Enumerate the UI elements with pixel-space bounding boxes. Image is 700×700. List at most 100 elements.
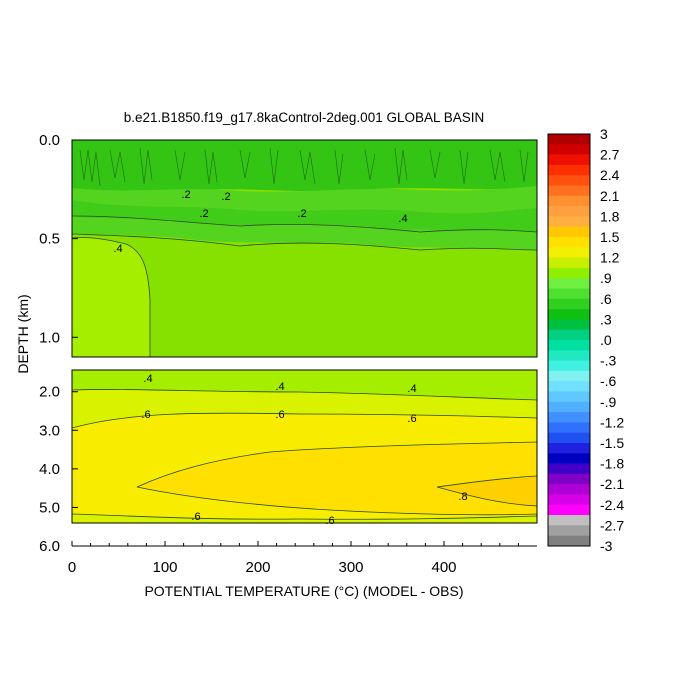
contour-label: .2: [199, 208, 208, 220]
colorbar-swatch: [548, 535, 590, 547]
colorbar-swatch: [548, 185, 590, 197]
colorbar-swatch: [548, 226, 590, 238]
y-tick-label: 5.0: [39, 499, 60, 516]
colorbar-swatch: [548, 340, 590, 351]
colorbar-label: 2.7: [600, 147, 620, 163]
colorbar-label: .0: [600, 332, 612, 348]
x-tick-label: 0: [68, 559, 76, 576]
colorbar-swatch: [548, 144, 590, 155]
colorbar-swatch: [548, 267, 590, 279]
contour-lower-0-8-east: [436, 475, 538, 507]
colorbar-swatch: [548, 391, 590, 403]
band-0-6-lower: [72, 389, 537, 428]
noise-lines: [79, 147, 529, 187]
colorbar-swatch: [548, 432, 590, 444]
contour-label: .4: [113, 243, 122, 255]
contour-0-2: [71, 215, 538, 233]
lower-panel: .4 .4 .4 .6 .6 .6 .8 .6 .6: [71, 369, 538, 527]
region-0-4: [72, 237, 150, 357]
colorbar-label: -.3: [600, 353, 617, 369]
colorbar-label: -.9: [600, 394, 617, 410]
colorbar-swatch: [548, 525, 590, 536]
contour-label: .6: [275, 409, 284, 421]
y-tick-label: 3.0: [39, 422, 60, 439]
colorbar-swatch: [548, 329, 590, 341]
colorbar-swatch: [548, 370, 590, 382]
y-tick-label: 1.0: [39, 329, 60, 346]
colorbar-swatch: [548, 401, 590, 413]
colorbar-label: -2.7: [600, 517, 624, 533]
x-axis: 0 100 200 300 400: [68, 541, 537, 576]
colorbar-swatch: [548, 504, 590, 516]
contour-label: .4: [275, 381, 284, 393]
colorbar-swatch: [548, 422, 590, 433]
upper-panel-frame: [71, 139, 538, 358]
contour-lower-0-4: [71, 389, 538, 401]
colorbar-swatch: [548, 175, 590, 186]
colorbar: 3 2.7 2.4 2.1 1.8 1.5 1.2 .9 .6 .3 .0 -.3 -.6 -.9 -1.2…: [547, 126, 624, 554]
colorbar-label: 1.2: [600, 250, 620, 266]
colorbar-swatch: [548, 237, 590, 248]
colorbar-label: -1.2: [600, 414, 624, 430]
y-tick-label: 6.0: [39, 538, 60, 555]
colorbar-frame: [547, 133, 591, 547]
colorbar-label: 2.1: [600, 188, 620, 204]
colorbar-label: 3: [600, 126, 608, 142]
colorbar-swatch: [548, 484, 590, 495]
colorbar-swatch: [548, 164, 590, 176]
colorbar-swatch: [548, 154, 590, 166]
y-axis-upper: 0.0 0.5 1.0: [39, 132, 78, 346]
y-axis-lower: 2.0 3.0 4.0 5.0 6.0: [39, 384, 78, 555]
lower-contour-labels: .4 .4 .4 .6 .6 .6 .8 .6 .6: [141, 373, 467, 527]
region-0-8-deep: [137, 442, 537, 515]
surface-noisy-band: [72, 140, 537, 192]
x-axis-label: POTENTIAL TEMPERATURE (°C) (MODEL - OBS): [144, 583, 463, 599]
y-tick-label: 4.0: [39, 461, 60, 478]
contour-label: .2: [181, 189, 190, 201]
contour-lower-0-8: [136, 441, 538, 516]
y-tick-label: 0.0: [39, 132, 60, 149]
colorbar-swatch: [548, 360, 590, 372]
colorbar-label: 2.4: [600, 167, 620, 183]
contour-label: .6: [141, 409, 150, 421]
contour-label: .6: [407, 413, 416, 425]
colorbar-swatch: [548, 515, 590, 526]
colorbar-swatch: [548, 288, 590, 300]
y-tick-label: 2.0: [39, 384, 60, 401]
colorbar-swatch: [548, 309, 590, 320]
colorbar-label: 1.5: [600, 229, 620, 245]
region-0-8-east: [437, 476, 537, 506]
y-axis-label: DEPTH (km): [15, 294, 31, 373]
bottom-band: [72, 514, 537, 523]
x-tick-label: 100: [152, 559, 177, 576]
colorbar-swatch: [548, 494, 590, 506]
colorbar-swatch: [548, 257, 590, 269]
colorbar-swatch: [548, 412, 590, 423]
contour-lower-bottom: [71, 513, 538, 520]
contour-lower-0-6: [71, 412, 538, 429]
colorbar-swatch: [548, 278, 590, 289]
lower-panel-frame: [71, 369, 538, 524]
colorbar-swatch: [548, 463, 590, 475]
colorbar-swatch: [548, 216, 590, 227]
colorbar-swatch: [548, 350, 590, 361]
colorbar-label: -3: [600, 538, 613, 554]
colorbar-swatch: [548, 443, 590, 454]
colorbar-label: .9: [600, 270, 612, 286]
x-tick-label: 200: [245, 559, 270, 576]
colorbar-label: 1.8: [600, 208, 620, 224]
x-tick-label: 400: [431, 559, 456, 576]
colorbar-swatch: [548, 319, 590, 330]
colorbar-swatch: [548, 206, 590, 217]
x-tick-label: 300: [338, 559, 363, 576]
colorbar-swatch: [548, 195, 590, 207]
colorbar-label: -1.5: [600, 435, 624, 451]
contour-label: .2: [297, 208, 306, 220]
band-0-4-lower: [72, 370, 537, 400]
colorbar-label: .6: [600, 291, 612, 307]
contour-0-2b: [71, 233, 538, 251]
y-tick-label: 0.5: [39, 231, 60, 248]
contour-0-4: [71, 237, 151, 357]
colorbar-swatch: [548, 381, 590, 392]
